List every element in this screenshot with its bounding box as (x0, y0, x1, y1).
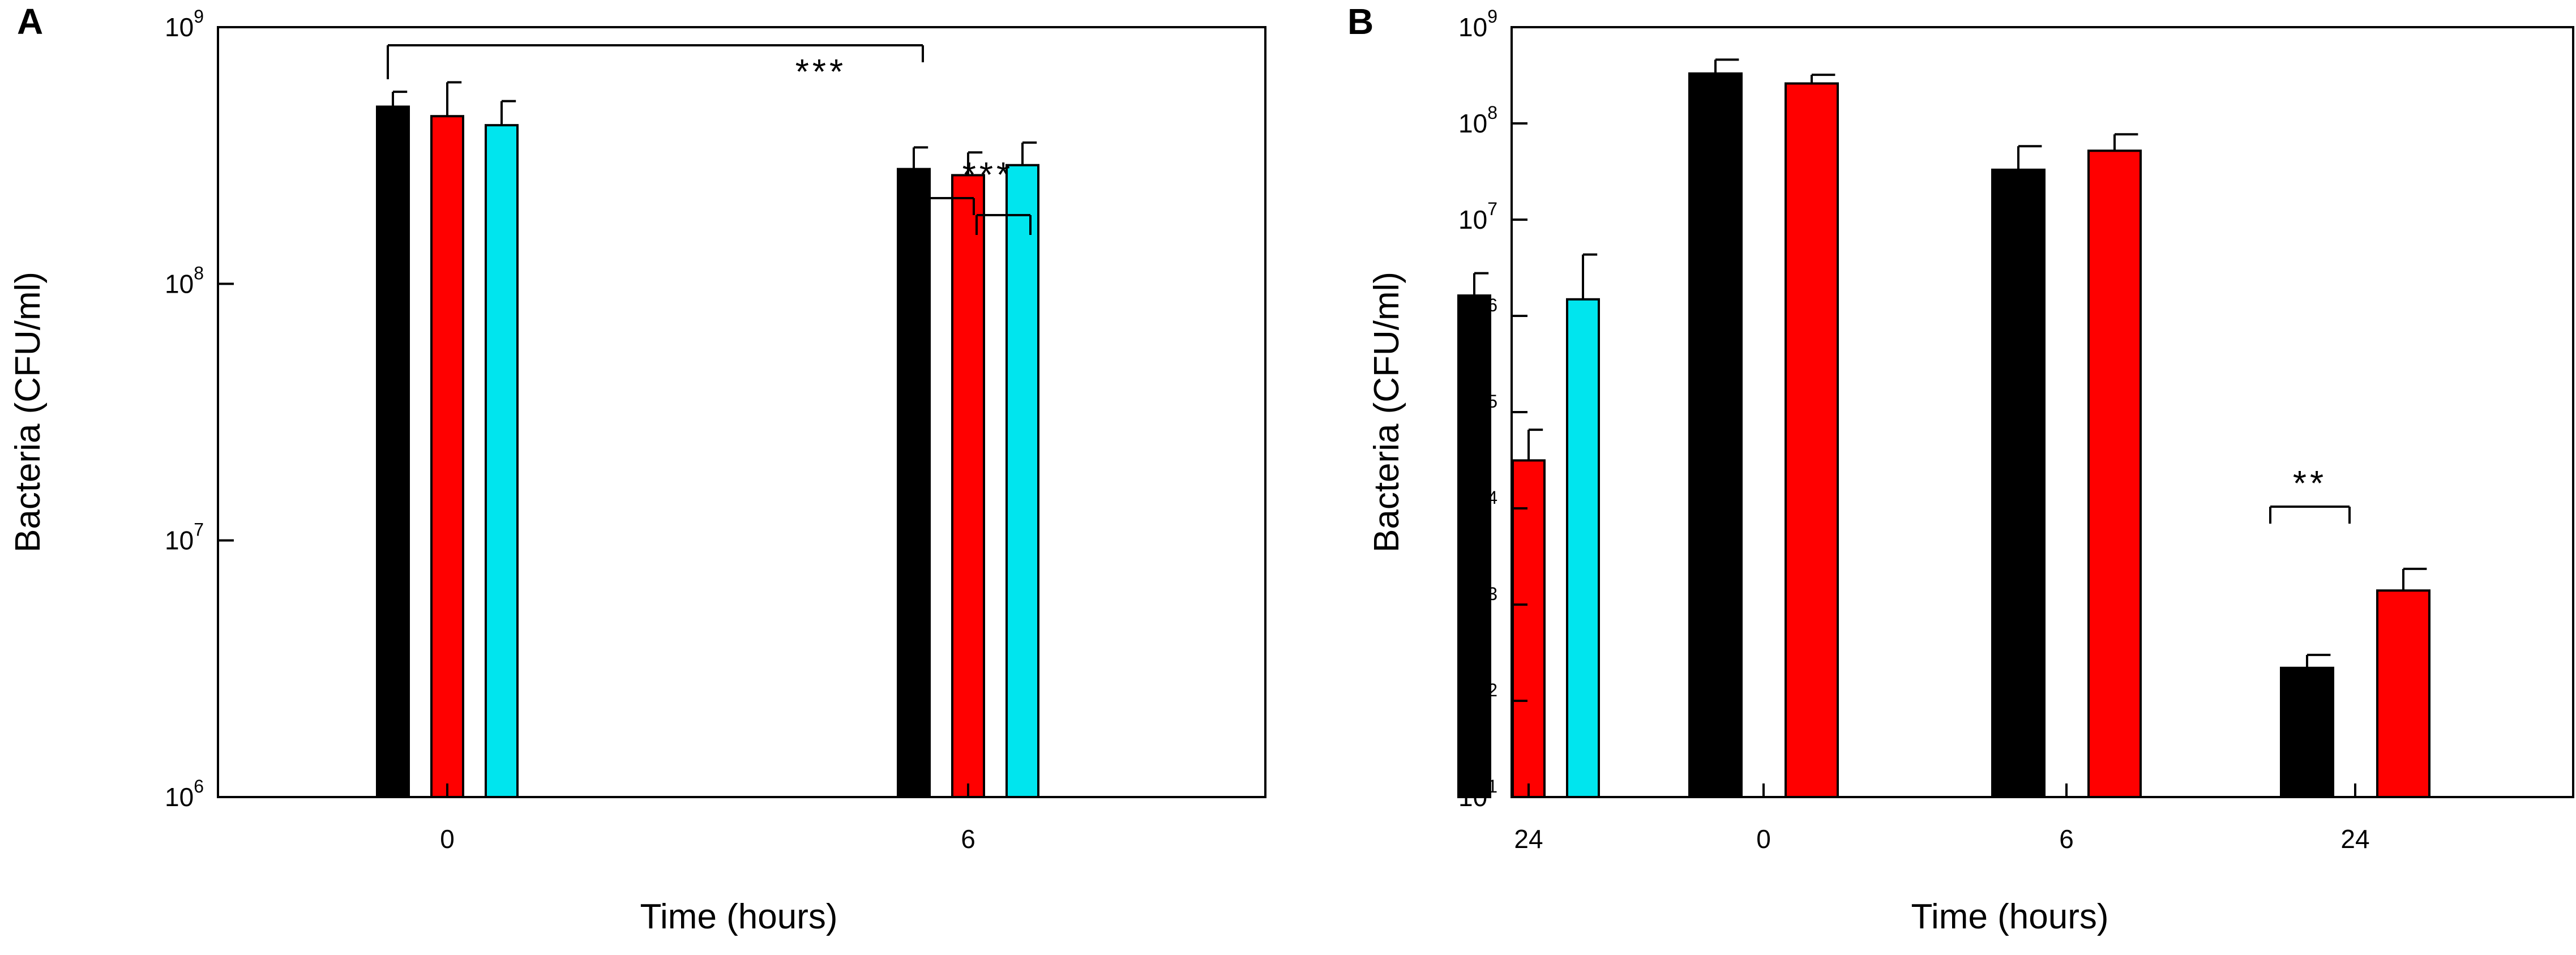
panel-b-y-tick-base: 10 (1458, 205, 1487, 234)
panel-a-y-tick-label: 107 (165, 520, 204, 555)
panel-b-bar (2376, 589, 2430, 798)
panel-a-bar (1512, 459, 1546, 798)
panel-a-significance-label: *** (795, 53, 846, 92)
panel-b-y-tick-base: 10 (1458, 590, 1487, 619)
panel-a-y-tick-base: 10 (165, 526, 194, 555)
panel-a-bar (1566, 298, 1600, 798)
panel-a-y-tick-base: 10 (165, 12, 194, 42)
panel-a-x-axis-title: Time (hours) (640, 897, 837, 936)
panel-b-y-tick-base: 10 (1458, 686, 1487, 716)
panel-b-y-tick-label: 101 (1458, 776, 1497, 812)
panel-b-y-tick-base: 10 (1458, 109, 1487, 138)
panel-b-y-tick-label: 104 (1458, 487, 1497, 523)
panel-a-y-tick-exponent: 8 (194, 263, 204, 283)
panel-b-y-tick-exponent: 6 (1487, 295, 1497, 315)
panel-a-bar (897, 168, 931, 798)
panel-a-y-tick-exponent: 9 (194, 6, 204, 27)
panel-a-x-tick-label: 6 (961, 824, 975, 854)
panel-b-x-tick-label: 6 (2059, 824, 2074, 854)
panel-b-y-tick-label: 107 (1458, 199, 1497, 234)
panel-a-bar (1005, 164, 1039, 799)
panel-a-y-tick-exponent: 6 (194, 776, 204, 796)
panel-a-y-tick-base: 10 (165, 269, 194, 298)
panel-b-x-tick-label: 24 (2340, 824, 2369, 854)
panel-b-bar (1688, 72, 1743, 798)
panel-b-label: B (1347, 1, 1373, 42)
panel-b-y-tick-base: 10 (1458, 494, 1487, 523)
panel-a-significance-label: *** (962, 156, 1013, 195)
panel-b-y-tick-label: 109 (1458, 6, 1497, 42)
panel-b-significance-label: ** (2293, 464, 2327, 503)
panel-a-y-tick-label: 108 (165, 263, 204, 298)
panel-b-bar (1785, 82, 1839, 798)
panel-b-y-tick-exponent: 9 (1487, 6, 1497, 27)
panel-a-label: A (17, 1, 43, 42)
panel-b-bar (2087, 149, 2142, 798)
panel-b-y-tick-exponent: 8 (1487, 102, 1497, 123)
panel-a-y-tick-label: 109 (165, 6, 204, 42)
panel-b-y-tick-label: 103 (1458, 584, 1497, 619)
panel-a-bar (430, 115, 464, 798)
panel-b-y-tick-label: 102 (1458, 680, 1497, 716)
panel-b-y-tick-exponent: 4 (1487, 487, 1497, 508)
panel-a-y-tick-base: 10 (165, 782, 194, 812)
panel-b-y-tick-base: 10 (1458, 12, 1487, 42)
panel-a-bar (485, 124, 519, 799)
panel-a-x-tick-label: 24 (1514, 824, 1543, 854)
panel-b-bar (2280, 666, 2334, 798)
panel-b-y-tick-base: 10 (1458, 301, 1487, 331)
panel-a-plot-frame (217, 26, 1266, 798)
panel-b-y-axis-title: Bacteria (CFU/ml) (1367, 272, 1406, 553)
panel-b-bar (1991, 168, 2046, 798)
panel-b-x-axis-title: Time (hours) (1911, 897, 2108, 936)
panel-b-y-tick-label: 105 (1458, 391, 1497, 427)
panel-a-bar (376, 105, 410, 798)
panel-b-y-tick-exponent: 3 (1487, 584, 1497, 604)
panel-b-x-tick-label: 0 (1756, 824, 1771, 854)
panel-a-y-tick-label: 106 (165, 776, 204, 812)
panel-a-y-axis-title: Bacteria (CFU/ml) (8, 272, 48, 553)
panel-b-y-tick-label: 108 (1458, 102, 1497, 138)
panel-b-y-tick-base: 10 (1458, 397, 1487, 427)
panel-b-y-tick-exponent: 7 (1487, 199, 1497, 219)
panel-a-bar (1457, 294, 1491, 798)
panel-b-y-tick-exponent: 1 (1487, 776, 1497, 796)
panel-a-bar (951, 174, 985, 798)
panel-b-y-tick-exponent: 5 (1487, 391, 1497, 412)
panel-b-y-tick-base: 10 (1458, 782, 1487, 812)
panel-a-y-tick-exponent: 7 (194, 520, 204, 540)
panel-a-x-tick-label: 0 (440, 824, 455, 854)
panel-b-y-tick-exponent: 2 (1487, 680, 1497, 700)
panel-b-y-tick-label: 106 (1458, 295, 1497, 331)
